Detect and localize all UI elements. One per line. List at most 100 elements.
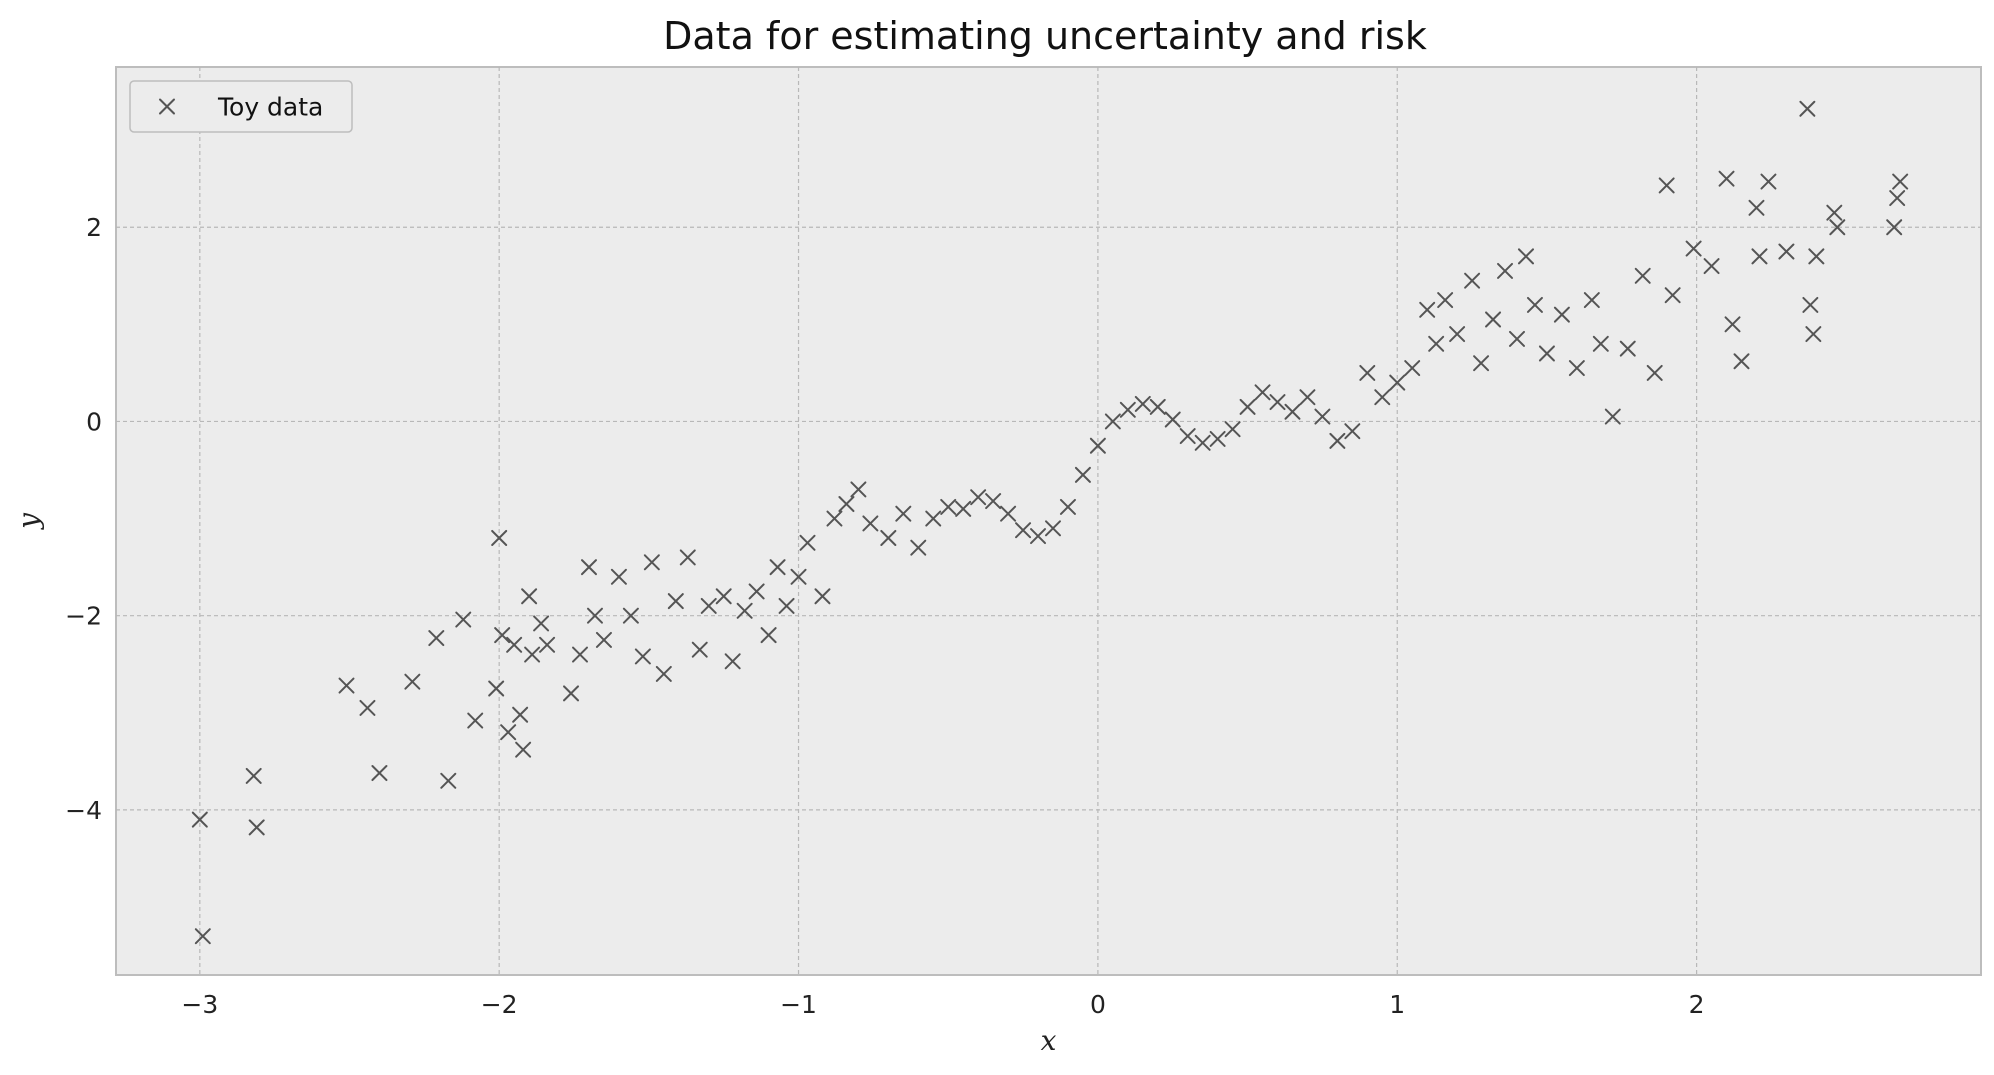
data-point xyxy=(748,583,765,600)
data-point xyxy=(1568,360,1585,377)
data-point xyxy=(533,615,550,632)
data-point xyxy=(1892,173,1909,190)
data-point xyxy=(1179,428,1196,445)
data-point xyxy=(643,554,660,571)
data-point xyxy=(563,685,580,702)
data-point xyxy=(1473,355,1490,372)
data-point xyxy=(862,515,879,532)
data-point xyxy=(1748,199,1765,216)
data-point xyxy=(691,641,708,658)
data-point xyxy=(359,699,376,716)
data-point xyxy=(1685,240,1702,257)
data-point xyxy=(838,496,855,513)
y-tick-label: −2 xyxy=(65,602,102,631)
data-point xyxy=(1464,272,1481,289)
data-point xyxy=(1517,248,1534,265)
x-axis-label: x xyxy=(1041,1024,1057,1057)
data-point xyxy=(1389,374,1406,391)
x-tick-label: 1 xyxy=(1389,990,1405,1019)
data-point xyxy=(1299,389,1316,406)
data-point xyxy=(1269,394,1286,411)
data-point xyxy=(506,636,523,653)
data-point xyxy=(1829,219,1846,236)
y-tick-label: 2 xyxy=(86,213,102,242)
data-point xyxy=(850,481,867,498)
data-point xyxy=(736,602,753,619)
data-point xyxy=(925,510,942,527)
plot-area xyxy=(115,66,1982,976)
data-point xyxy=(1209,430,1226,447)
data-point xyxy=(1805,326,1822,343)
data-point xyxy=(515,741,532,758)
data-point xyxy=(1134,395,1151,412)
data-point xyxy=(634,648,651,665)
x-tick-label: −3 xyxy=(181,990,218,1019)
data-point xyxy=(1164,411,1181,428)
data-point xyxy=(1619,340,1636,357)
data-point xyxy=(610,568,627,585)
chart-title: Data for estimating uncertainty and risk xyxy=(663,14,1427,58)
data-point xyxy=(1224,421,1241,438)
data-point xyxy=(1889,190,1906,207)
data-point xyxy=(404,673,421,690)
data-point xyxy=(1044,520,1061,537)
data-point xyxy=(1583,292,1600,309)
data-point xyxy=(428,630,445,647)
data-point xyxy=(760,627,777,644)
data-point xyxy=(194,928,211,945)
data-point xyxy=(1254,384,1271,401)
data-point xyxy=(521,588,538,605)
x-tick-label: −2 xyxy=(481,990,518,1019)
data-point xyxy=(1497,262,1514,279)
data-point xyxy=(1284,403,1301,420)
data-point xyxy=(1030,528,1047,545)
data-point xyxy=(955,500,972,517)
data-point xyxy=(1538,345,1555,362)
data-point xyxy=(1826,204,1843,221)
y-tick-label: −4 xyxy=(65,796,102,825)
data-point xyxy=(1751,248,1768,265)
data-point xyxy=(724,653,741,670)
data-point xyxy=(1664,287,1681,304)
data-point xyxy=(985,493,1002,510)
data-point xyxy=(1374,389,1391,406)
x-tick-label: 0 xyxy=(1090,990,1106,1019)
data-point xyxy=(1089,437,1106,454)
data-point xyxy=(790,568,807,585)
data-point xyxy=(512,706,529,723)
data-point xyxy=(667,593,684,610)
data-point xyxy=(1526,296,1543,313)
data-point xyxy=(1508,330,1525,347)
data-point xyxy=(1703,258,1720,275)
data-point xyxy=(1760,173,1777,190)
data-point xyxy=(1646,364,1663,381)
data-point xyxy=(1799,100,1816,117)
data-point xyxy=(1449,326,1466,343)
data-point xyxy=(494,627,511,644)
tick-labels: −3 −2 −1 0 1 2 −4 −2 0 2 xyxy=(65,213,1704,1019)
data-point xyxy=(580,559,597,576)
data-point xyxy=(500,724,517,741)
data-point xyxy=(769,559,786,576)
data-point xyxy=(524,646,541,663)
data-point xyxy=(572,646,589,663)
data-point xyxy=(1119,401,1136,418)
data-point xyxy=(1553,306,1570,323)
data-point xyxy=(895,505,912,522)
data-point xyxy=(338,677,355,694)
data-point xyxy=(1239,398,1256,415)
data-point xyxy=(248,819,265,836)
data-point xyxy=(1724,316,1741,333)
data-point xyxy=(1419,301,1436,318)
data-point xyxy=(455,611,472,628)
legend-box xyxy=(129,80,353,133)
y-axis-label: y xyxy=(12,512,45,531)
x-tick-label: −1 xyxy=(780,990,817,1019)
data-point xyxy=(440,772,457,789)
data-point xyxy=(679,549,696,566)
data-point xyxy=(1592,335,1609,352)
x-tick-label: 2 xyxy=(1689,990,1705,1019)
data-point xyxy=(191,811,208,828)
data-point xyxy=(1778,243,1795,260)
